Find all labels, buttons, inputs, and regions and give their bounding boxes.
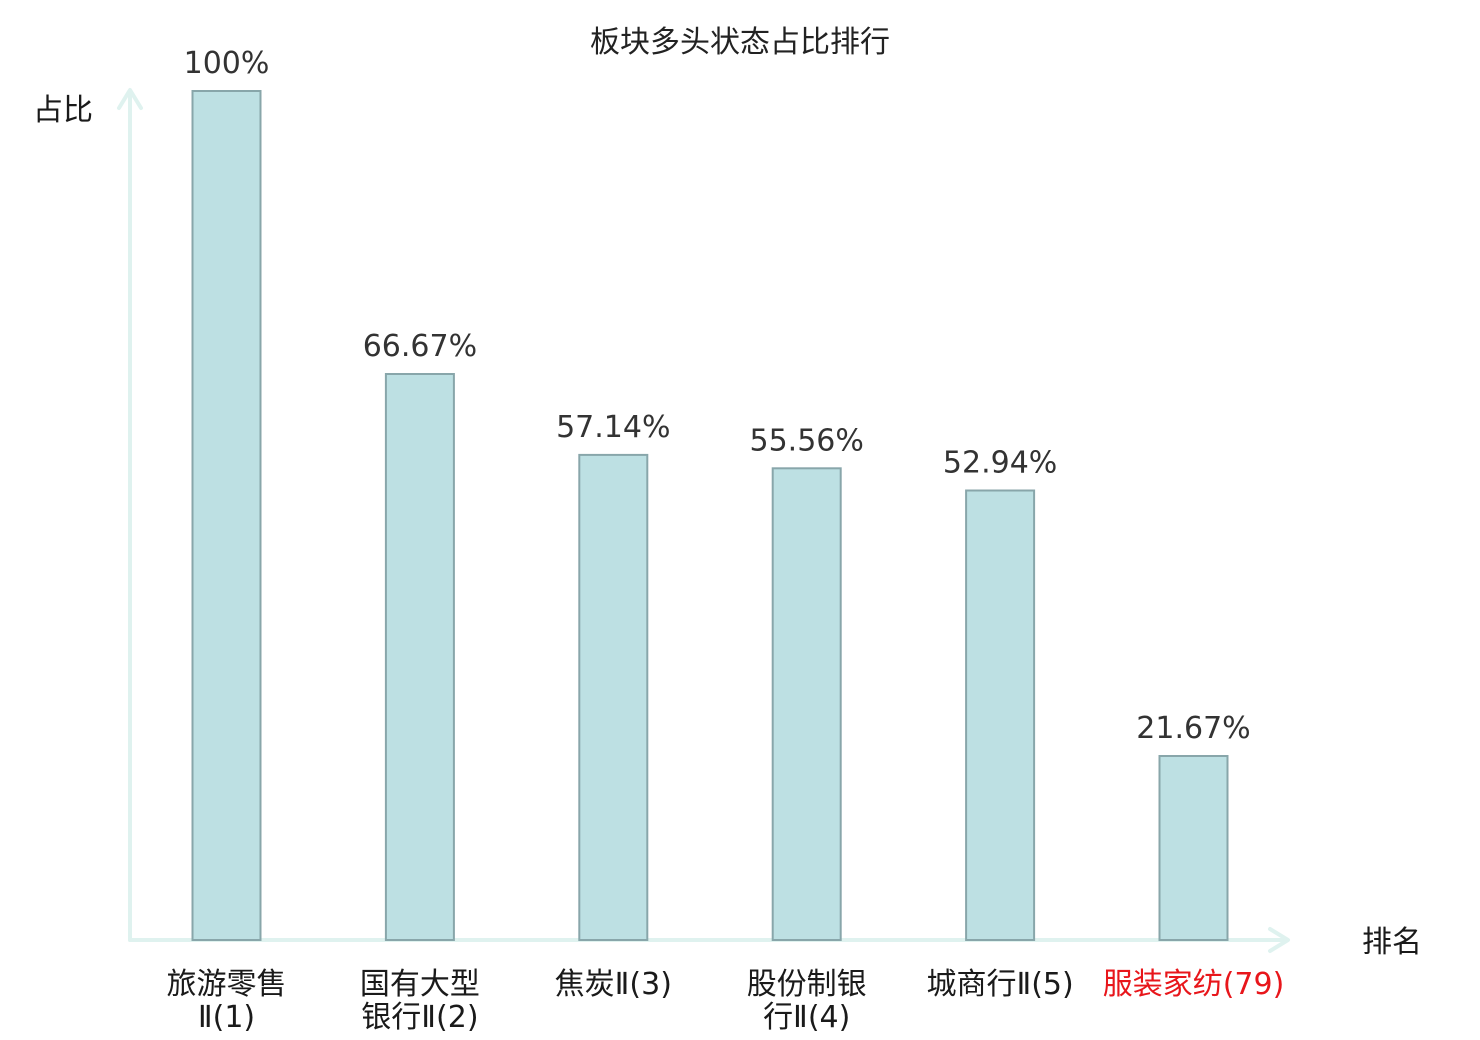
bar-5 bbox=[965, 489, 1036, 941]
chart-title: 板块多头状态占比排行 bbox=[590, 25, 890, 60]
category-label-6: 服装家纺(79) bbox=[1103, 967, 1285, 1002]
x-axis-label: 排名 bbox=[1362, 925, 1422, 960]
category-label-line: 服装家纺(79) bbox=[1103, 967, 1285, 1002]
bars-group bbox=[191, 90, 1229, 941]
category-label-line: 行Ⅱ(4) bbox=[763, 1000, 850, 1035]
category-label-line: 旅游零售 bbox=[167, 967, 287, 1002]
bar-value-label-6: 21.67% bbox=[1136, 711, 1250, 746]
bar-value-label-5: 52.94% bbox=[943, 446, 1057, 481]
category-label-line: 焦炭Ⅱ(3) bbox=[555, 967, 672, 1002]
bar-value-label-3: 57.14% bbox=[556, 410, 670, 445]
category-label-3: 焦炭Ⅱ(3) bbox=[555, 967, 672, 1002]
category-label-5: 城商行Ⅱ(5) bbox=[926, 967, 1073, 1002]
bar-value-label-1: 100% bbox=[184, 46, 270, 81]
category-label-line: 股份制银 bbox=[747, 967, 867, 1002]
bar-value-label-2: 66.67% bbox=[363, 329, 477, 364]
category-label-1: 旅游零售 Ⅱ(1) bbox=[167, 967, 287, 1035]
bar-3 bbox=[578, 453, 649, 941]
bar-4 bbox=[771, 467, 842, 941]
bar-value-label-4: 55.56% bbox=[750, 423, 864, 458]
x-axis-arrow-icon bbox=[1268, 927, 1290, 953]
category-label-line: 银行Ⅱ(2) bbox=[361, 1000, 478, 1035]
bar-1 bbox=[191, 90, 262, 941]
category-label-line: 国有大型 bbox=[360, 967, 480, 1002]
bar-2 bbox=[384, 373, 455, 941]
value-labels-group: 100% 66.67% 57.14% 55.56% 52.94% 21.67% bbox=[184, 46, 1251, 746]
y-axis-label: 占比 bbox=[33, 93, 93, 128]
category-label-line: Ⅱ(1) bbox=[198, 1000, 255, 1035]
category-label-4: 股份制银行Ⅱ(4) bbox=[747, 967, 867, 1035]
bar-6 bbox=[1158, 755, 1229, 941]
category-label-2: 国有大型银行Ⅱ(2) bbox=[360, 967, 480, 1035]
category-label-line: 城商行Ⅱ(5) bbox=[926, 967, 1073, 1002]
category-labels-group: 旅游零售 Ⅱ(1) 国有大型银行Ⅱ(2) 焦炭Ⅱ(3) 股份制银行Ⅱ(4) 城商行Ⅱ(5)… bbox=[167, 967, 1285, 1035]
y-axis-arrow-icon bbox=[117, 88, 143, 110]
